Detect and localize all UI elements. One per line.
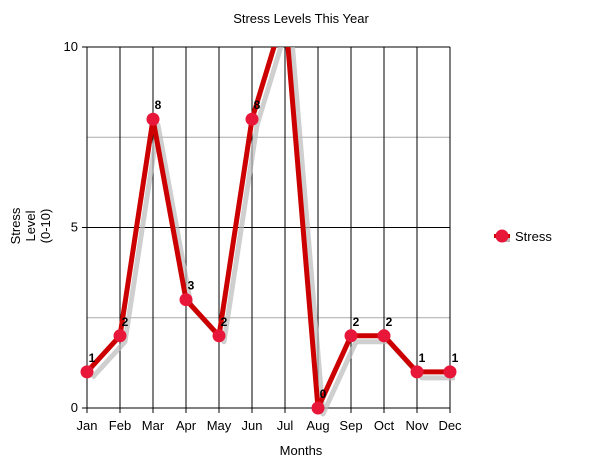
data-label: 3: [188, 279, 195, 293]
y-axis-label: Stress Level (0-10): [8, 207, 53, 244]
y-axis-label-line: Stress: [8, 207, 23, 244]
data-label: 1: [452, 351, 459, 365]
data-label: 8: [254, 98, 261, 112]
data-point-dec: [443, 365, 457, 379]
y-tick-labels: 0 5 10: [64, 39, 78, 415]
y-axis-label-line: Level: [23, 210, 38, 241]
legend-marker: [495, 229, 509, 243]
y-axis-label-line: (0-10): [38, 209, 53, 244]
data-labels: 1 2 8 3 2 8 0 2 2 1 1: [89, 98, 459, 401]
data-point-sep: [344, 329, 358, 343]
data-point-oct: [377, 329, 391, 343]
data-point-feb: [113, 329, 127, 343]
y-tick-label: 0: [71, 400, 78, 415]
x-tick-label: Apr: [176, 418, 197, 433]
x-tick-labels: Jan Feb Mar Apr May Jun Jul Aug Sep Oct Nov Dec: [77, 418, 463, 433]
data-label: 1: [89, 351, 96, 365]
data-point-apr: [179, 293, 193, 307]
data-label: 2: [386, 315, 393, 329]
data-point-nov: [410, 365, 424, 379]
series-line: [85, 47, 450, 411]
x-tick-label: Oct: [374, 418, 395, 433]
chart-title: Stress Levels This Year: [233, 11, 369, 26]
x-tick-label: Mar: [142, 418, 165, 433]
x-tick-label: Feb: [109, 418, 131, 433]
data-point-jun: [245, 112, 259, 126]
x-tick-label: Sep: [339, 418, 362, 433]
x-axis-label: Months: [280, 443, 323, 458]
x-tick-label: Nov: [405, 418, 429, 433]
x-tick-label: May: [207, 418, 232, 433]
x-tick-label: Aug: [306, 418, 329, 433]
data-label: 2: [122, 315, 129, 329]
data-point-jan: [80, 365, 94, 379]
x-tick-label: Jul: [277, 418, 294, 433]
y-tick-label: 10: [64, 39, 78, 54]
data-label: 1: [419, 351, 426, 365]
data-point-may: [212, 329, 226, 343]
data-label: 0: [320, 387, 327, 401]
data-point-aug: [311, 401, 325, 415]
series-stress: [80, 47, 457, 417]
legend: Stress: [494, 229, 552, 244]
x-tick-label: Jan: [77, 418, 98, 433]
y-tick-label: 5: [71, 220, 78, 235]
legend-label: Stress: [515, 229, 552, 244]
x-tick-label: Dec: [438, 418, 462, 433]
data-point-mar: [146, 112, 160, 126]
data-label: 8: [155, 98, 162, 112]
data-label: 2: [353, 315, 360, 329]
data-label: 2: [221, 315, 228, 329]
x-tick-label: Jun: [242, 418, 263, 433]
